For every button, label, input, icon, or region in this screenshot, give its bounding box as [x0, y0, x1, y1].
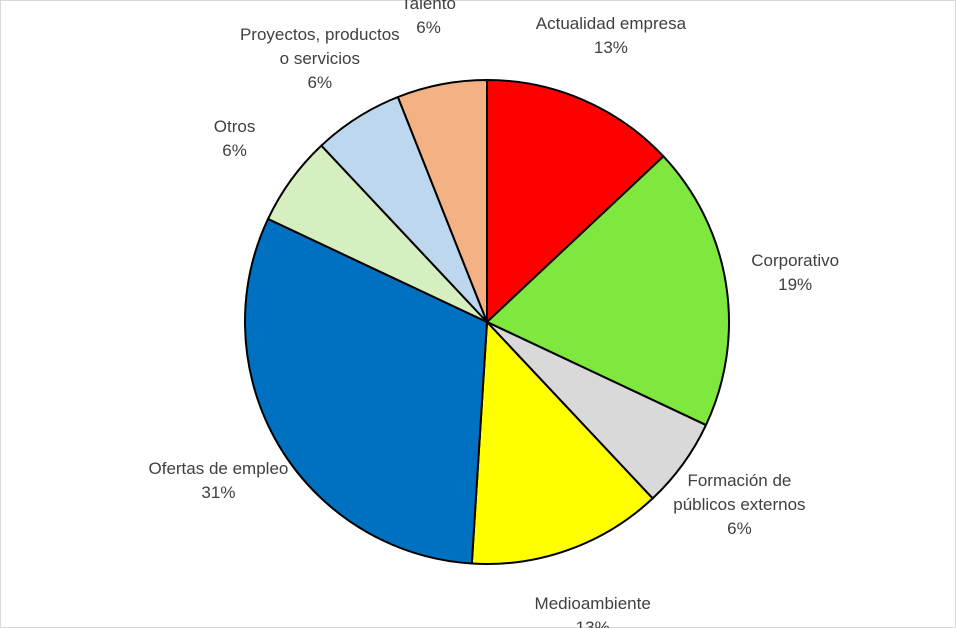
slice-label: Medioambiente 13%	[508, 592, 678, 628]
value-label: 19%	[778, 275, 813, 295]
category-label: Ofertas de empleo	[148, 458, 289, 478]
slice-label: Formación de públicos externos 6%	[654, 469, 824, 541]
value-label: 6%	[307, 72, 333, 92]
slice-label: Otros 6%	[150, 115, 320, 163]
category-label: Talento	[401, 0, 456, 13]
category-label: Actualidad empresa	[535, 13, 687, 33]
value-label: 13%	[593, 37, 628, 57]
slice-label: Actualidad empresa 13%	[526, 12, 696, 60]
value-label: 6%	[416, 17, 441, 37]
pie-slice	[470, 321, 654, 565]
category-label: Otros	[213, 116, 256, 136]
pie-slice	[244, 217, 488, 565]
value-label: 13%	[575, 617, 610, 628]
pie-slice	[396, 79, 488, 323]
slice-label: Corporativo 19%	[710, 249, 880, 297]
category-label: Corporativo	[751, 251, 840, 271]
category-label: Proyectos, productos o servicios	[239, 24, 400, 68]
value-label: 6%	[727, 519, 752, 539]
pie-slice	[486, 155, 730, 427]
slice-label: Talento 6%	[344, 0, 514, 40]
pie-slice	[486, 79, 665, 323]
value-label: 6%	[222, 140, 247, 160]
category-label: Formación de públicos externos	[673, 471, 806, 515]
slice-label: Ofertas de empleo 31%	[133, 457, 303, 505]
value-label: 31%	[201, 482, 236, 502]
category-label: Medioambiente	[534, 593, 651, 613]
slice-label: Proyectos, productos o servicios 6%	[235, 23, 405, 95]
